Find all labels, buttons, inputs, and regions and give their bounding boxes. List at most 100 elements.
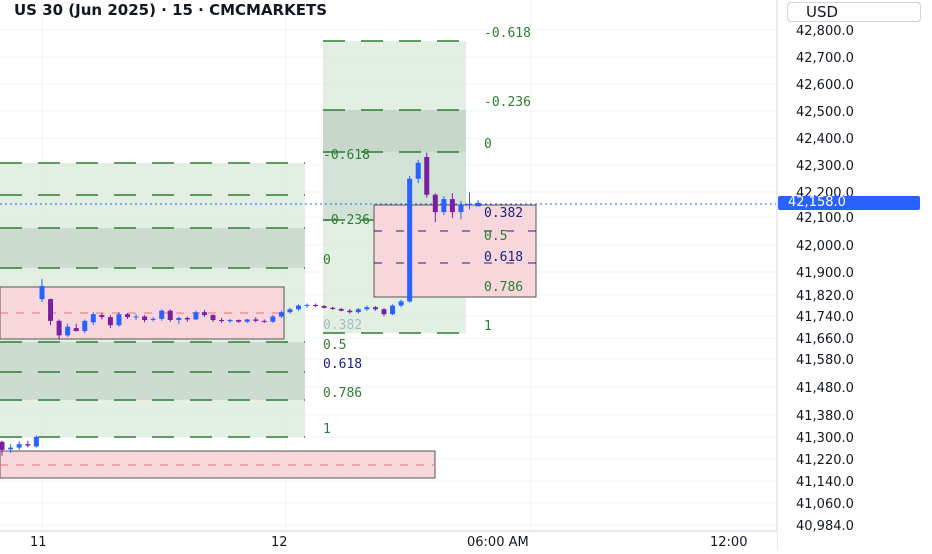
candle-body-14: [116, 314, 122, 326]
candle-32: [270, 315, 276, 323]
candle-body-21: [176, 317, 182, 320]
candle-15: [125, 313, 130, 319]
candle-13: [107, 315, 113, 329]
y-tick-label-18: 41,140.0: [796, 475, 854, 490]
fib-left-pink-box: [0, 286, 285, 340]
candle-body-11: [90, 314, 96, 323]
y-tick-label-0: 42,800.0: [796, 24, 854, 39]
candle-body-24: [201, 312, 207, 316]
candle-37: [313, 303, 319, 308]
candle-body-39: [330, 307, 336, 309]
y-tick-label-5: 42,300.0: [796, 159, 854, 174]
fib-right-label-0.5-4: 0.5: [484, 229, 507, 244]
candle-body-28: [236, 320, 242, 322]
candle-body-53: [449, 199, 455, 213]
candle-body-56: [475, 202, 481, 207]
fib-left-label-1: 1: [323, 422, 331, 437]
candle-40: [338, 307, 344, 312]
y-tick-label-11: 41,740.0: [796, 310, 854, 325]
candle-48: [407, 175, 413, 303]
y-tick-label-12: 41,660.0: [796, 332, 854, 347]
candle-body-0: [0, 441, 5, 450]
candle-0: [0, 440, 5, 456]
candle-51: [432, 193, 438, 223]
candle-33: [278, 310, 284, 318]
candle-body-13: [107, 317, 113, 326]
candle-41: [347, 308, 353, 314]
price-axis-bg: [777, 0, 932, 550]
candle-body-4: [33, 436, 39, 447]
candle-22: [184, 316, 190, 322]
candle-3: [25, 440, 31, 448]
candle-6: [48, 298, 54, 326]
candle-14: [116, 312, 122, 327]
time-axis-bg: [0, 531, 777, 550]
candle-26: [219, 317, 225, 323]
candle-body-8: [65, 326, 71, 336]
fib-left-band-lower: [0, 342, 305, 400]
candle-body-48: [407, 178, 413, 302]
candle-body-49: [415, 162, 421, 179]
candle-body-54: [458, 204, 464, 213]
pink-zone-bottom: [0, 450, 436, 479]
currency-selector[interactable]: USD: [787, 2, 921, 22]
fib-right-label--0.618-0: -0.618: [484, 26, 531, 41]
y-tick-label-16: 41,300.0: [796, 431, 854, 446]
candle-24: [201, 310, 207, 318]
candle-38: [321, 304, 327, 309]
candle-body-7: [56, 320, 62, 336]
candle-body-31: [261, 320, 267, 322]
candle-28: [236, 319, 242, 323]
candle-49: [415, 159, 421, 184]
candle-body-55: [467, 204, 472, 205]
candle-7: [56, 319, 62, 340]
candle-30: [253, 317, 259, 323]
x-tick-label-0: 11: [30, 535, 47, 550]
candle-56: [475, 199, 481, 207]
candle-body-22: [184, 317, 190, 320]
candle-4: [33, 435, 39, 448]
candle-34: [287, 307, 293, 314]
candle-44: [372, 306, 378, 311]
candle-body-47: [398, 301, 404, 306]
candle-12: [99, 313, 105, 320]
fib-left-label-0.5: 0.5: [323, 338, 346, 353]
fib-right-pink-box: [373, 204, 537, 298]
candle-20: [167, 309, 173, 322]
y-tick-label-15: 41,380.0: [796, 409, 854, 424]
candle-body-5: [39, 286, 45, 300]
candle-39: [330, 306, 336, 311]
candle-body-41: [347, 310, 353, 313]
candle-body-3: [25, 444, 31, 446]
candle-45: [381, 307, 387, 317]
y-tick-label-1: 42,700.0: [796, 51, 854, 66]
candle-46: [390, 304, 396, 316]
candle-body-34: [287, 309, 293, 313]
fib-middle-band: [323, 110, 466, 152]
candle-10: [82, 319, 88, 334]
fib-right-label-1-7: 1: [484, 319, 492, 334]
candle-23: [193, 310, 199, 320]
candle-31: [261, 319, 267, 323]
fib-left-label-0.618: 0.618: [323, 357, 362, 372]
candle-27: [227, 318, 233, 323]
candle-29: [244, 318, 250, 323]
candle-body-6: [48, 299, 54, 321]
candle-54: [458, 201, 464, 220]
candle-body-12: [99, 315, 105, 318]
y-tick-label-13: 41,580.0: [796, 353, 854, 368]
fib-left-band-upper: [0, 228, 305, 268]
x-tick-label-3: 12:00: [710, 535, 747, 550]
candle-53: [449, 193, 455, 218]
candle-body-1: [8, 447, 14, 450]
fib-middle-label--0.236: -0.236: [323, 213, 370, 228]
candle-body-10: [82, 320, 88, 332]
y-tick-label-4: 42,400.0: [796, 132, 854, 147]
candle-body-43: [364, 307, 370, 310]
fib-right-label-0.382-3: 0.382: [484, 206, 523, 221]
candle-5: [39, 278, 45, 303]
y-tick-label-17: 41,220.0: [796, 453, 854, 468]
candle-11: [90, 312, 96, 326]
